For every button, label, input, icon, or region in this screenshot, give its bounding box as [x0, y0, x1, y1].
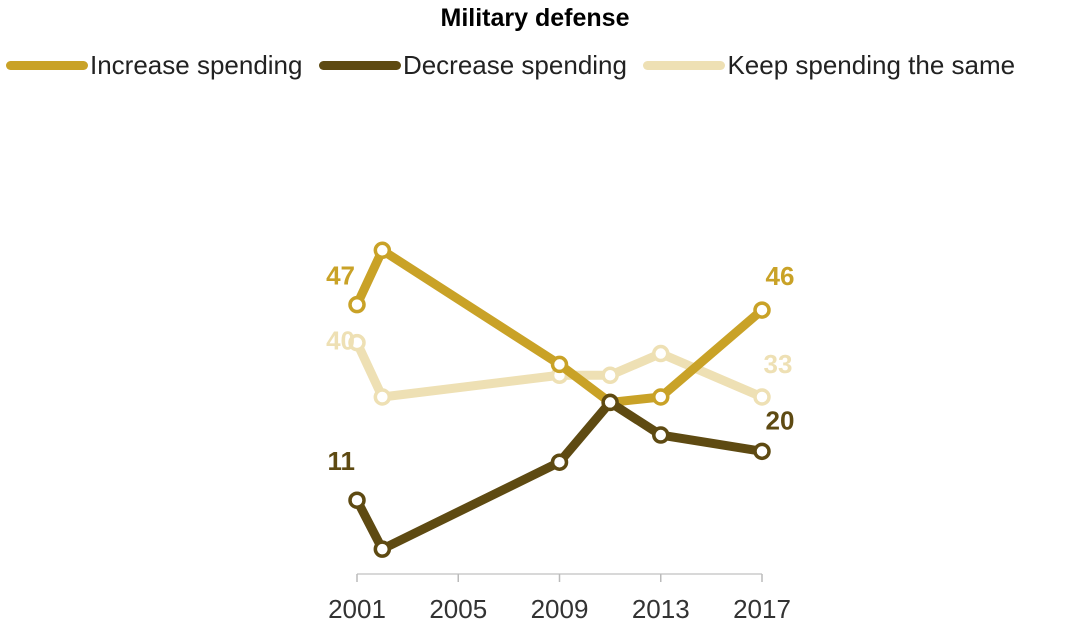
x-tick-label-2005: 2005 [429, 594, 487, 624]
legend-swatch-same [643, 61, 726, 70]
legend-label-increase: Increase spending [90, 50, 303, 80]
series-line-1 [352, 397, 767, 554]
end-label-increase: 46 [766, 261, 795, 291]
chart-title: Military defense [440, 4, 630, 32]
x-tick-label-2013: 2013 [632, 594, 690, 624]
legend: Increase spending Decrease spending Keep… [6, 50, 1027, 86]
x-tick-label-2009: 2009 [531, 594, 589, 624]
start-label-decrease: 11 [328, 446, 356, 476]
legend-label-decrease: Decrease spending [402, 50, 627, 80]
data-point-1-5 [753, 442, 771, 461]
legend-item-same: Keep spending the same [643, 50, 1015, 81]
data-point-2-3 [601, 366, 619, 385]
data-point-1-2 [550, 453, 569, 471]
series-line-0 [352, 245, 767, 407]
data-point-1-4 [652, 426, 670, 444]
data-point-2-4 [652, 344, 670, 363]
legend-swatch-increase [6, 61, 88, 70]
data-point-0-5 [753, 301, 771, 319]
legend-swatch-decrease [318, 61, 401, 70]
series-line-2 [352, 338, 767, 402]
legend-item-decrease: Decrease spending [318, 50, 627, 81]
legend-label-same: Keep spending the same [727, 50, 1016, 80]
data-point-0-0 [348, 295, 366, 314]
data-point-0-4 [652, 388, 670, 406]
end-label-same: 33 [764, 349, 793, 379]
data-point-2-1 [373, 388, 392, 406]
data-point-2-0 [348, 333, 366, 352]
data-point-1-3 [601, 393, 619, 412]
data-point-0-2 [550, 355, 569, 374]
data-point-1-1 [373, 540, 392, 558]
legend-item-increase: Increase spending [6, 50, 302, 81]
data-point-1-0 [348, 491, 366, 509]
data-point-2-5 [753, 388, 771, 406]
end-label-decrease: 20 [766, 405, 795, 435]
x-tick-label-2017: 2017 [733, 594, 791, 624]
data-point-0-1 [373, 241, 392, 260]
start-label-same: 40 [326, 326, 355, 356]
x-tick-label-2001: 2001 [328, 594, 386, 624]
start-label-increase: 47 [326, 261, 355, 291]
